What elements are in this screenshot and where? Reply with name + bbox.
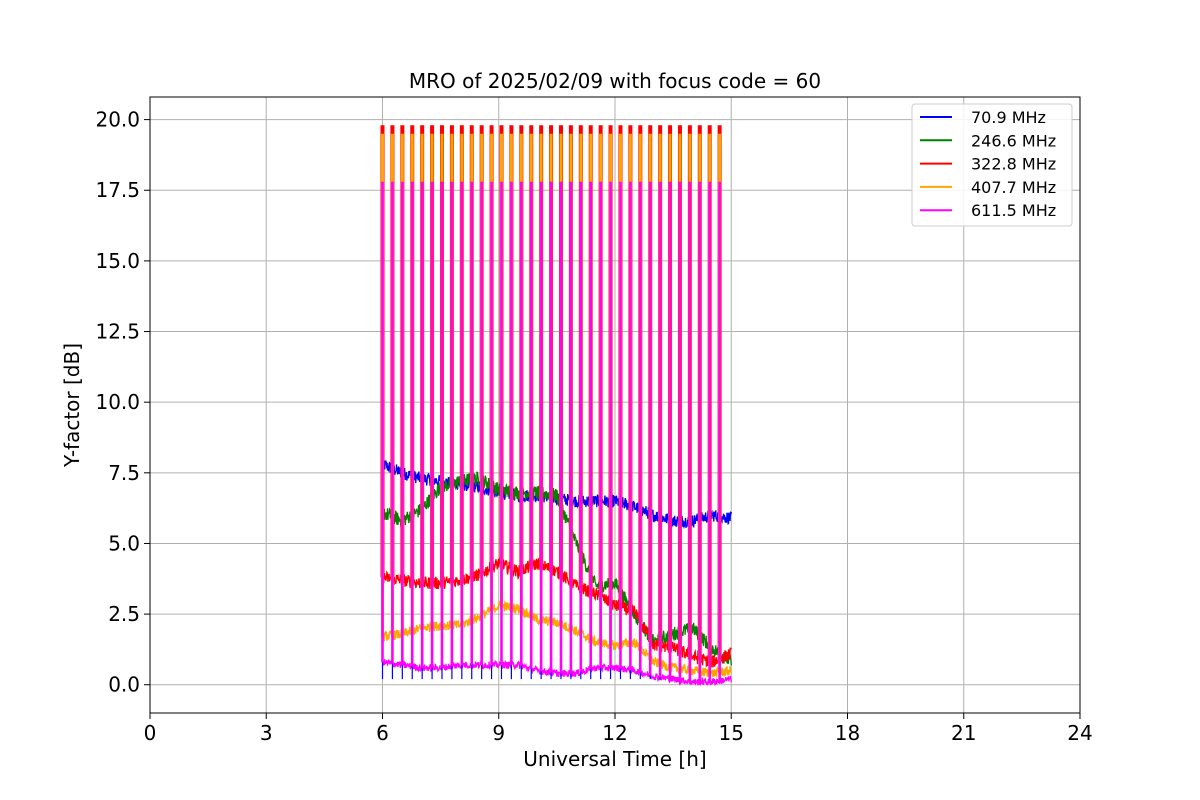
- series-line: [381, 658, 732, 687]
- y-axis: 0.0 2.5 5.0 7.5 10.0 12.5 15.0 17.5 20.0: [95, 108, 150, 697]
- x-tick-label: 21: [951, 721, 976, 745]
- legend-label: 407.7 MHz: [971, 178, 1056, 197]
- y-tick-label: 12.5: [95, 320, 140, 344]
- x-tick-label: 3: [260, 721, 273, 745]
- x-tick-label: 24: [1067, 721, 1092, 745]
- x-tick-label: 9: [492, 721, 505, 745]
- legend-label: 70.9 MHz: [971, 108, 1046, 127]
- legend-box: [911, 103, 1073, 227]
- x-tick-label: 12: [602, 721, 627, 745]
- x-tick-label: 18: [835, 721, 860, 745]
- chart-title: MRO of 2025/02/09 with focus code = 60: [409, 69, 821, 93]
- y-tick-label: 15.0: [95, 249, 140, 273]
- legend: 70.9 MHz 246.6 MHz 322.8 MHz 407.7 MHz 611.5…: [911, 103, 1073, 227]
- x-tick-label: 6: [376, 721, 389, 745]
- legend-label: 611.5 MHz: [971, 201, 1056, 220]
- y-tick-label: 0.0: [108, 673, 140, 697]
- legend-label: 246.6 MHz: [971, 131, 1056, 150]
- y-tick-label: 2.5: [108, 602, 140, 626]
- y-tick-label: 17.5: [95, 178, 140, 202]
- series-layer: [380, 125, 732, 687]
- y-tick-label: 20.0: [95, 108, 140, 132]
- legend-label: 322.8 MHz: [971, 155, 1056, 174]
- x-axis-label: Universal Time [h]: [523, 747, 706, 771]
- y-tick-label: 7.5: [108, 461, 140, 485]
- y-tick-label: 5.0: [108, 531, 140, 555]
- x-tick-label: 0: [144, 721, 157, 745]
- y-axis-label: Y-factor [dB]: [60, 343, 84, 468]
- x-axis: 0 3 6 9 12 15 18 21 24: [144, 713, 1093, 745]
- x-tick-label: 15: [719, 721, 744, 745]
- y-tick-label: 10.0: [95, 390, 140, 414]
